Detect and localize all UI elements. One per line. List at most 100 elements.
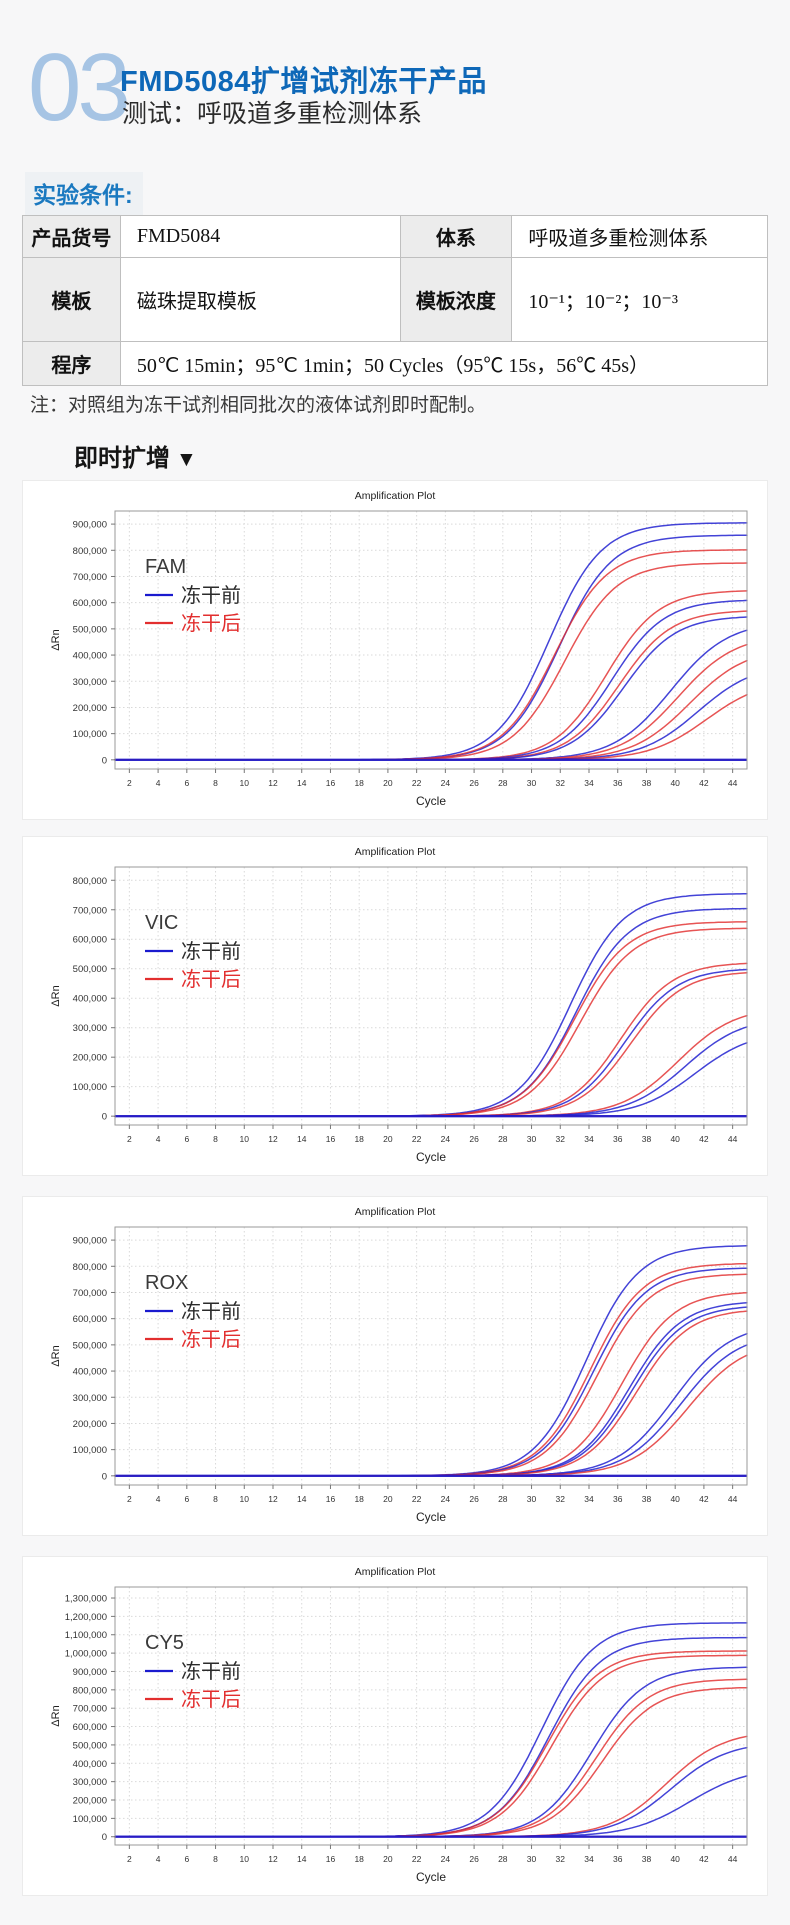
page-title: FMD5084扩增试剂冻干产品	[120, 66, 487, 98]
realtime-amplification-heading: 即时扩增 ▼	[74, 438, 197, 473]
svg-text:22: 22	[412, 1854, 422, 1864]
svg-text:0: 0	[102, 755, 107, 766]
svg-text:200,000: 200,000	[73, 1419, 107, 1430]
svg-text:300,000: 300,000	[73, 1393, 107, 1404]
svg-text:28: 28	[498, 778, 508, 788]
svg-text:2: 2	[127, 778, 132, 788]
svg-text:500,000: 500,000	[73, 1340, 107, 1351]
svg-text:14: 14	[297, 1134, 307, 1144]
svg-text:4: 4	[156, 1134, 161, 1144]
svg-text:6: 6	[184, 778, 189, 788]
svg-text:VIC: VIC	[145, 912, 178, 934]
svg-text:10: 10	[240, 1854, 250, 1864]
svg-text:600,000: 600,000	[73, 1722, 107, 1733]
svg-text:10: 10	[240, 1494, 250, 1504]
svg-text:16: 16	[326, 1494, 336, 1504]
svg-text:4: 4	[156, 1494, 161, 1504]
svg-text:700,000: 700,000	[73, 1288, 107, 1299]
svg-text:10: 10	[240, 778, 250, 788]
svg-text:34: 34	[584, 1134, 594, 1144]
svg-text:500,000: 500,000	[73, 1740, 107, 1751]
svg-text:14: 14	[297, 1854, 307, 1864]
svg-text:40: 40	[670, 1494, 680, 1504]
svg-text:700,000: 700,000	[73, 572, 107, 583]
svg-text:冻干后: 冻干后	[181, 1328, 241, 1351]
svg-text:Amplification Plot: Amplification Plot	[355, 846, 436, 858]
svg-text:24: 24	[441, 1854, 451, 1864]
svg-text:0: 0	[102, 1832, 107, 1843]
svg-text:38: 38	[642, 778, 652, 788]
svg-text:400,000: 400,000	[73, 1759, 107, 1770]
svg-text:38: 38	[642, 1854, 652, 1864]
table-row: 模板 磁珠提取模板 模板浓度 10⁻¹；10⁻²；10⁻³	[22, 257, 768, 342]
svg-text:ΔRn: ΔRn	[50, 985, 62, 1006]
svg-text:400,000: 400,000	[73, 1367, 107, 1378]
svg-text:100,000: 100,000	[73, 1814, 107, 1825]
svg-text:36: 36	[613, 1134, 623, 1144]
svg-text:14: 14	[297, 778, 307, 788]
svg-text:32: 32	[556, 1854, 566, 1864]
svg-text:1,000,000: 1,000,000	[65, 1649, 107, 1660]
svg-text:20: 20	[383, 1854, 393, 1864]
svg-text:700,000: 700,000	[73, 905, 107, 916]
svg-text:8: 8	[213, 1854, 218, 1864]
svg-text:冻干后: 冻干后	[181, 612, 241, 635]
svg-text:4: 4	[156, 1854, 161, 1864]
svg-text:20: 20	[383, 1494, 393, 1504]
svg-text:42: 42	[699, 1494, 709, 1504]
note-text: 注：对照组为冻干试剂相同批次的液体试剂即时配制。	[30, 395, 487, 416]
amplification-chart-fam: Amplification Plot 0 100,000 200,000 300,000…	[22, 480, 768, 820]
svg-text:冻干前: 冻干前	[181, 584, 241, 607]
svg-text:100,000: 100,000	[73, 1082, 107, 1093]
value-system: 呼吸道多重检测体系	[511, 215, 768, 258]
svg-text:12: 12	[268, 1854, 278, 1864]
svg-text:0: 0	[102, 1112, 107, 1123]
svg-text:42: 42	[699, 1134, 709, 1144]
svg-text:24: 24	[441, 1494, 451, 1504]
page-subtitle: 测试：呼吸道多重检测体系	[122, 100, 423, 128]
svg-text:40: 40	[670, 1854, 680, 1864]
svg-text:30: 30	[527, 778, 537, 788]
svg-text:12: 12	[268, 778, 278, 788]
svg-text:38: 38	[642, 1134, 652, 1144]
svg-text:500,000: 500,000	[73, 624, 107, 635]
svg-text:12: 12	[268, 1494, 278, 1504]
svg-text:44: 44	[728, 1134, 738, 1144]
svg-text:900,000: 900,000	[73, 520, 107, 531]
section-number: 03	[28, 34, 131, 141]
table-row: 程序 50℃ 15min；95℃ 1min；50 Cycles（95℃ 15s，…	[22, 341, 769, 386]
svg-text:30: 30	[527, 1134, 537, 1144]
svg-text:Cycle: Cycle	[416, 1510, 446, 1524]
svg-text:12: 12	[268, 1134, 278, 1144]
svg-text:500,000: 500,000	[73, 964, 107, 975]
svg-text:22: 22	[412, 778, 422, 788]
svg-text:32: 32	[556, 778, 566, 788]
svg-text:100,000: 100,000	[73, 729, 107, 740]
svg-text:900,000: 900,000	[73, 1667, 107, 1678]
svg-text:34: 34	[584, 1494, 594, 1504]
svg-text:ΔRn: ΔRn	[50, 629, 62, 650]
svg-text:6: 6	[184, 1854, 189, 1864]
svg-text:冻干前: 冻干前	[181, 1300, 241, 1323]
conditions-table: 产品货号 FMD5084 体系 呼吸道多重检测体系 模板 磁珠提取模板 模板浓度…	[22, 215, 769, 386]
svg-text:32: 32	[556, 1134, 566, 1144]
svg-text:34: 34	[584, 1854, 594, 1864]
svg-text:ROX: ROX	[145, 1272, 188, 1294]
svg-text:18: 18	[354, 1494, 364, 1504]
amplification-chart-vic: Amplification Plot 0 100,000 200,000 300,000…	[22, 836, 768, 1176]
svg-text:ΔRn: ΔRn	[50, 1345, 62, 1366]
svg-text:8: 8	[213, 1494, 218, 1504]
svg-text:44: 44	[728, 778, 738, 788]
svg-text:400,000: 400,000	[73, 651, 107, 662]
svg-text:200,000: 200,000	[73, 1796, 107, 1807]
svg-text:2: 2	[127, 1494, 132, 1504]
svg-text:400,000: 400,000	[73, 994, 107, 1005]
svg-text:Amplification Plot: Amplification Plot	[355, 490, 436, 502]
header-program: 程序	[22, 341, 121, 386]
svg-text:6: 6	[184, 1494, 189, 1504]
svg-text:800,000: 800,000	[73, 546, 107, 557]
svg-text:800,000: 800,000	[73, 1685, 107, 1696]
svg-text:FAM: FAM	[145, 556, 186, 578]
svg-text:26: 26	[469, 1494, 479, 1504]
svg-text:36: 36	[613, 1494, 623, 1504]
